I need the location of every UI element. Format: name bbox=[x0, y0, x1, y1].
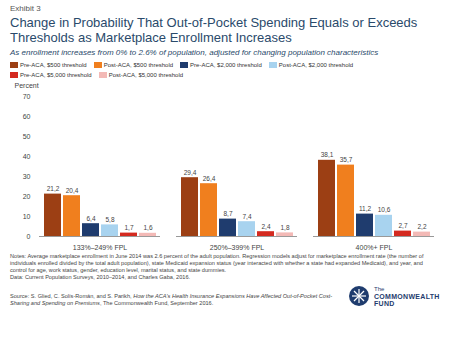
html-text:Change in Probability That Out: Change in Probability That Out-of-Pocket… bbox=[10, 15, 418, 45]
svg-text:7,4: 7,4 bbox=[242, 213, 251, 220]
html-text:Pre-ACA, $500 threshold: Pre-ACA, $500 threshold bbox=[20, 62, 87, 68]
html-text:COMMONWEALTH: COMMONWEALTH bbox=[374, 292, 440, 300]
svg-text:1,8: 1,8 bbox=[280, 224, 289, 231]
svg-text:250%–399% FPL: 250%–399% FPL bbox=[210, 244, 265, 251]
html-text:The: The bbox=[374, 285, 385, 292]
html-text:Exhibit 3: Exhibit 3 bbox=[10, 4, 41, 13]
svg-text:133%–249% FPL: 133%–249% FPL bbox=[73, 244, 128, 251]
html-text:Post-ACA, $5,000 threshold: Post-ACA, $5,000 threshold bbox=[108, 72, 184, 78]
svg-text:40: 40 bbox=[23, 153, 31, 160]
svg-text:60: 60 bbox=[23, 113, 31, 120]
svg-text:38,1: 38,1 bbox=[321, 151, 334, 158]
html-text:Post-ACA, $2,000 threshold: Post-ACA, $2,000 threshold bbox=[278, 62, 354, 68]
svg-text:21,2: 21,2 bbox=[47, 185, 60, 192]
svg-text:400%+ FPL: 400%+ FPL bbox=[356, 244, 393, 251]
svg-text:50: 50 bbox=[23, 133, 31, 140]
html-text:Pre-ACA, $2,000 threshold: Pre-ACA, $2,000 threshold bbox=[190, 62, 262, 68]
svg-text:10: 10 bbox=[23, 213, 31, 220]
svg-text:1,7: 1,7 bbox=[124, 224, 133, 231]
svg-text:30: 30 bbox=[23, 173, 31, 180]
svg-text:8,7: 8,7 bbox=[223, 210, 232, 217]
html-text:Post-ACA, $500 threshold: Post-ACA, $500 threshold bbox=[103, 62, 174, 68]
svg-text:5,8: 5,8 bbox=[105, 216, 114, 223]
svg-text:Percent: Percent bbox=[15, 82, 39, 89]
svg-text:35,7: 35,7 bbox=[340, 156, 353, 163]
html-text:Pre-ACA, $5,000 threshold: Pre-ACA, $5,000 threshold bbox=[20, 72, 92, 78]
svg-text:6,4: 6,4 bbox=[86, 215, 95, 222]
svg-text:2,2: 2,2 bbox=[417, 223, 426, 230]
svg-text:1,6: 1,6 bbox=[143, 224, 152, 231]
svg-text:70: 70 bbox=[23, 93, 31, 100]
html-text:As enrollment increases from 0: As enrollment increases from 0% to 2.6% … bbox=[10, 48, 379, 57]
svg-text:10,6: 10,6 bbox=[378, 206, 391, 213]
html-text:Source: S. Glied, C. Solís-Rom: Source: S. Glied, C. Solís-Román, and S.… bbox=[10, 293, 333, 306]
svg-text:11,2: 11,2 bbox=[359, 205, 372, 212]
html-text:FUND: FUND bbox=[374, 299, 395, 307]
svg-text:29,4: 29,4 bbox=[184, 169, 197, 176]
svg-text:20: 20 bbox=[23, 193, 31, 200]
svg-text:20,4: 20,4 bbox=[66, 187, 79, 194]
svg-text:2,7: 2,7 bbox=[398, 222, 407, 229]
svg-text:26,4: 26,4 bbox=[203, 175, 216, 182]
html-text:Notes: Average marketplace enr: Notes: Average marketplace enrollment in… bbox=[10, 253, 424, 273]
svg-text:0: 0 bbox=[27, 233, 31, 240]
html-text:Data: Current Population Surve: Data: Current Population Surveys, 2010–2… bbox=[10, 274, 191, 280]
svg-text:2,4: 2,4 bbox=[261, 223, 270, 230]
